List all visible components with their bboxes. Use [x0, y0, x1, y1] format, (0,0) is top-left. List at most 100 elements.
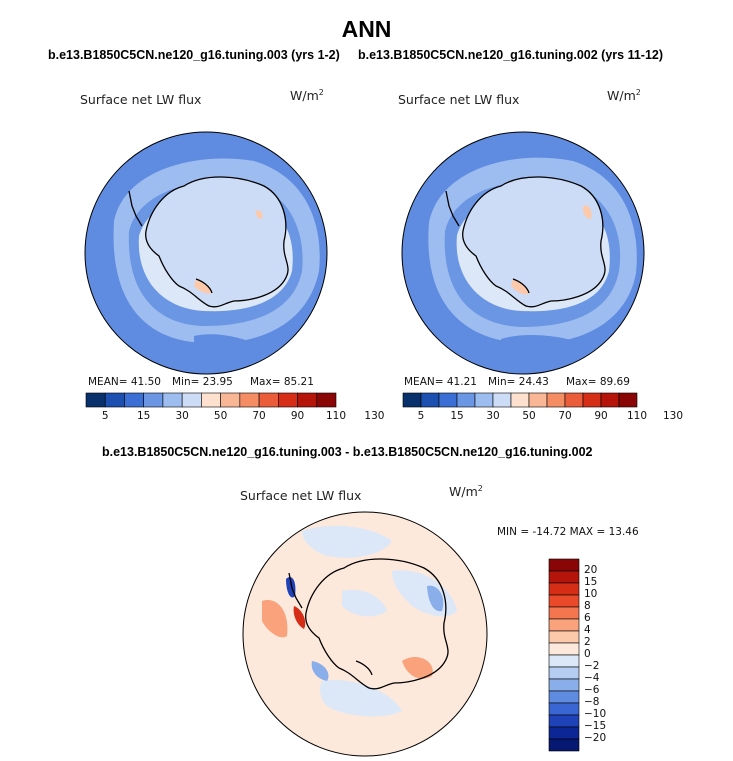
difference-title: b.e13.B1850C5CN.ne120_g16.tuning.003 - b… [102, 445, 593, 459]
dark-red-anomaly [293, 606, 306, 629]
map-boundary [401, 131, 645, 375]
colorbar-tick-label: 30 [175, 410, 189, 422]
colorbar-tick-label: 20 [584, 564, 598, 576]
antarctica-landmass [145, 176, 289, 307]
colorbar-tick-label: 110 [626, 410, 648, 422]
colorbar-tick-label: 10 [584, 588, 598, 600]
right-mean: MEAN= 41.21 [404, 376, 477, 388]
colorbar-swatch [258, 392, 279, 408]
warm-anomaly [194, 279, 212, 294]
colorbar-tick-label: −6 [584, 684, 600, 696]
outer-blue-patch [501, 334, 586, 353]
colorbar-swatch [456, 392, 476, 408]
outer-blue-patch [194, 334, 259, 352]
colorbar-swatch [548, 630, 580, 644]
colorbar-tick-label: −10 [584, 708, 607, 720]
colorbar-swatch [85, 392, 106, 408]
colorbar-swatch [600, 392, 620, 408]
left-variable-label: Surface net LW flux [80, 92, 202, 107]
colorbar-tick-label: −2 [584, 660, 600, 672]
antarctica-coastline [128, 176, 289, 308]
blue-patch-2 [311, 661, 329, 681]
colorbar-tick-label: 5 [101, 410, 109, 422]
colorbar-tick-label: 5 [417, 410, 425, 422]
colorbar-tick-label: 15 [137, 410, 151, 422]
red-patch-2 [402, 656, 433, 679]
colorbar-swatch [297, 392, 318, 408]
colorbar-tick-label: 50 [213, 410, 228, 422]
case-left-title: b.e13.B1850C5CN.ne120_g16.tuning.003 (yr… [48, 48, 340, 62]
colorbar-swatch [420, 392, 440, 408]
colorbar-swatch [278, 392, 298, 408]
difference-colorbar-labels: 20 15 10 8 6 4 2 0 −2 −4 −6 −8 −10 −15 −20 [584, 559, 624, 751]
left-units-label: W/m2 [290, 88, 324, 104]
left-mean: MEAN= 41.50 [88, 376, 161, 388]
difference-polar-map [242, 511, 488, 757]
colorbar-swatch [492, 392, 512, 408]
light-blue-patch-4 [342, 589, 387, 617]
colorbar-swatch [582, 392, 602, 408]
colorbar-tick-label: 15 [450, 410, 464, 422]
colorbar-swatch [510, 392, 530, 408]
colorbar-swatch [201, 392, 221, 408]
case-right-title: b.e13.B1850C5CN.ne120_g16.tuning.002 (yr… [358, 48, 664, 62]
colorbar-tick-label: 130 [364, 410, 385, 422]
right-min: Min= 24.43 [488, 376, 549, 388]
colorbar-tick-label: 6 [584, 612, 591, 624]
colorbar-swatch [239, 392, 260, 408]
colorbar-tick-label: −8 [584, 696, 600, 708]
colorbar-tick-label: −4 [584, 672, 600, 684]
colorbar-swatch [548, 726, 580, 740]
colorbar-tick-label: 90 [290, 410, 305, 422]
colorbar-swatch [548, 714, 580, 728]
antarctica-landmass [462, 176, 606, 307]
colorbar-tick-label: 70 [252, 410, 266, 422]
antarctica-coastline [445, 176, 606, 308]
right-colorbar [402, 392, 638, 408]
red-patch [262, 600, 288, 638]
colorbar-tick-label: 90 [594, 410, 608, 422]
colorbar-tick-label: −15 [584, 720, 607, 732]
colorbar-tick-label: 15 [584, 576, 598, 588]
colorbar-swatch [124, 392, 144, 408]
colorbar-swatch [181, 392, 202, 408]
right-variable-label: Surface net LW flux [398, 92, 520, 107]
colorbar-swatch [548, 570, 580, 584]
colorbar-tick-label: 130 [662, 410, 684, 422]
warm-anomaly [511, 279, 529, 295]
right-colorbar-labels: 5 15 30 50 70 90 110 130 [403, 410, 683, 424]
map-boundary [84, 131, 328, 375]
colorbar-swatch [438, 392, 458, 408]
colorbar-swatch [104, 392, 125, 408]
colorbar-tick-label: 4 [584, 624, 591, 636]
diff-variable-label: Surface net LW flux [240, 488, 362, 503]
diff-units-label: W/m2 [449, 484, 483, 500]
warm-anomaly-2 [582, 205, 592, 219]
colorbar-swatch [162, 392, 183, 408]
antarctica-coastline [288, 558, 449, 690]
colorbar-tick-label: 2 [584, 636, 591, 648]
colorbar-swatch [548, 678, 580, 692]
map-boundary [242, 511, 488, 757]
colorbar-swatch [548, 738, 580, 752]
left-polar-map [84, 131, 328, 375]
right-units-label: W/m2 [607, 88, 641, 104]
diff-min-max: MIN = -14.72 MAX = 13.46 [497, 526, 639, 538]
colorbar-swatch [143, 392, 164, 408]
light-blue-patch-3 [319, 680, 402, 717]
colorbar-swatch [402, 392, 422, 408]
colorbar-tick-label: 110 [325, 410, 347, 422]
colorbar-swatch [564, 392, 584, 408]
left-min: Min= 23.95 [172, 376, 233, 388]
light-blue-patch [302, 525, 392, 558]
colorbar-swatch [548, 558, 580, 572]
left-max: Max= 85.21 [250, 376, 314, 388]
colorbar-tick-label: −20 [584, 732, 607, 744]
warm-anomaly-2 [255, 210, 263, 219]
colorbar-swatch [548, 642, 580, 656]
colorbar-swatch [618, 392, 638, 408]
colorbar-swatch [474, 392, 494, 408]
colorbar-swatch [220, 392, 241, 408]
colorbar-tick-label: 30 [486, 410, 500, 422]
right-max: Max= 89.69 [566, 376, 630, 388]
